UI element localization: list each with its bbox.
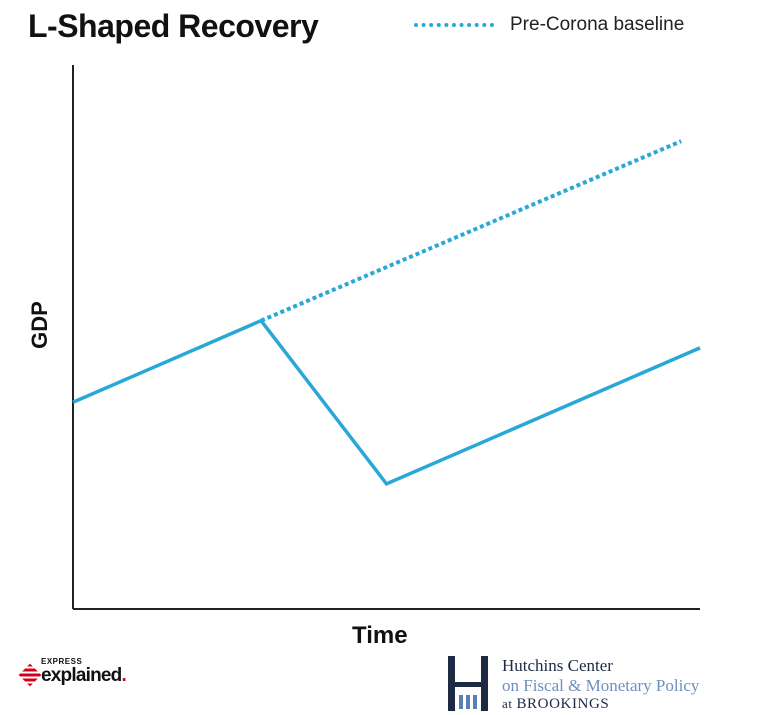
express-explained-logo: EXPRESS explained. [18,657,127,687]
express-small-text: EXPRESS [41,657,83,666]
series-line-baseline [260,139,682,323]
legend-swatch-dotted [414,23,494,27]
y-axis-label: GDP [27,301,52,349]
hutchins-h-icon [448,656,488,711]
x-axis-label: Time [352,622,408,649]
hutchins-line2: on Fiscal & Monetary Policy [502,676,700,696]
legend: Pre-Corona baseline [414,14,684,36]
hutchins-line1: Hutchins Center [502,656,613,675]
legend-label: Pre-Corona baseline [510,14,685,35]
express-stripes-icon [18,663,42,687]
hutchins-center-logo: Hutchins Center on Fiscal & Monetary Pol… [448,656,699,714]
series-layer [72,139,701,487]
express-big-text: explained. [41,665,127,686]
chart-title: L-Shaped Recovery [28,8,319,44]
hutchins-line3: at BROOKINGS [502,696,610,713]
series-line-gdp [72,318,701,487]
